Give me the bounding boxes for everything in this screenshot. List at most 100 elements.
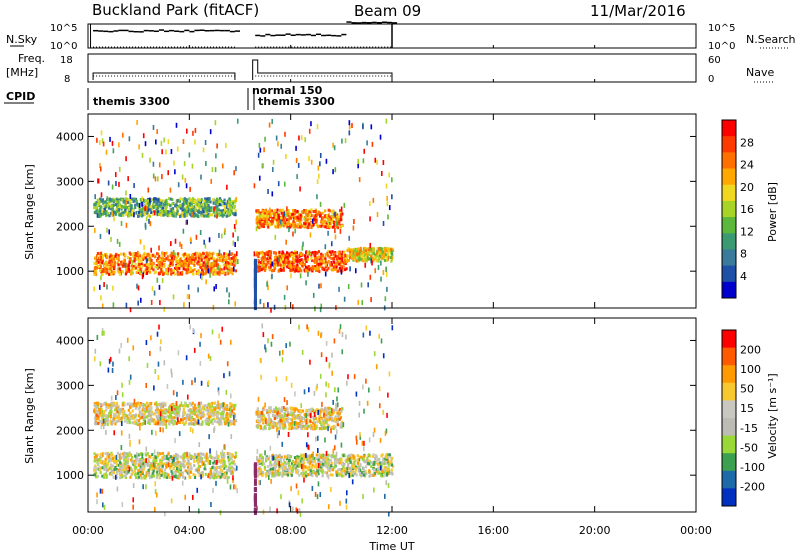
- data-cell: [151, 453, 154, 457]
- data-cell: [278, 414, 281, 418]
- data-cell: [300, 263, 304, 267]
- data-cell: [115, 200, 118, 204]
- data-cell: [295, 407, 298, 411]
- data-cell: [357, 299, 360, 305]
- data-cell: [336, 213, 339, 217]
- data-cell: [188, 255, 192, 259]
- data-cell: [318, 224, 321, 228]
- data-cell: [173, 419, 176, 423]
- data-cell: [185, 265, 188, 269]
- data-cell: [375, 252, 378, 256]
- data-cell: [110, 272, 113, 276]
- data-cell: [147, 471, 151, 475]
- data-cell: [209, 270, 212, 274]
- data-cell: [347, 284, 350, 290]
- data-cell: [319, 421, 322, 425]
- data-cell: [191, 269, 195, 273]
- data-cell: [298, 424, 301, 428]
- data-cell: [200, 256, 203, 260]
- data-cell: [141, 465, 144, 469]
- data-cell: [342, 264, 345, 270]
- data-cell: [209, 272, 211, 278]
- data-cell: [213, 286, 216, 292]
- data-cell: [188, 258, 191, 262]
- data-cell: [256, 412, 259, 416]
- data-cell: [186, 465, 190, 469]
- data-cell: [143, 251, 146, 255]
- data-cell: [175, 469, 178, 473]
- data-cell: [169, 204, 172, 208]
- data-cell: [225, 408, 229, 412]
- data-cell: [341, 212, 344, 216]
- data-cell: [106, 284, 108, 290]
- data-cell: [298, 222, 302, 226]
- data-cell: [334, 415, 337, 419]
- data-cell: [316, 261, 319, 265]
- data-cell: [193, 408, 196, 412]
- data-cell: [272, 210, 276, 214]
- data-cell: [276, 411, 279, 415]
- data-cell: [137, 475, 141, 479]
- data-cell: [209, 415, 212, 419]
- data-cell: [370, 297, 372, 303]
- data-cell: [341, 138, 343, 144]
- data-cell: [145, 216, 148, 222]
- data-cell: [93, 410, 96, 414]
- data-cell: [116, 451, 119, 455]
- data-cell: [300, 210, 304, 214]
- data-cell: [183, 411, 187, 415]
- data-cell: [174, 452, 178, 456]
- data-cell: [284, 221, 287, 225]
- data-cell: [129, 207, 133, 211]
- data-cell: [342, 252, 345, 258]
- nave-label: Nave: [746, 66, 774, 79]
- data-cell: [334, 267, 338, 271]
- data-cell: [171, 202, 174, 206]
- data-cell: [305, 213, 308, 217]
- data-cell: [165, 198, 168, 202]
- data-cell: [127, 176, 129, 182]
- data-cell: [157, 176, 159, 182]
- data-cell: [173, 470, 176, 474]
- data-cell: [179, 241, 181, 247]
- data-cell: [346, 260, 349, 264]
- data-cell: [203, 263, 206, 267]
- data-cell: [348, 252, 352, 256]
- data-cell: [162, 199, 165, 203]
- data-cell: [380, 276, 382, 282]
- data-cell: [327, 217, 330, 221]
- data-cell: [93, 456, 96, 460]
- data-cell: [97, 416, 100, 420]
- data-cell: [360, 251, 363, 255]
- data-cell: [340, 420, 344, 424]
- data-cell: [126, 420, 129, 424]
- data-cell: [320, 407, 323, 411]
- data-cell: [332, 169, 334, 175]
- data-cell: [302, 424, 306, 428]
- data-cell: [178, 198, 181, 202]
- data-cell: [169, 407, 172, 411]
- data-cell: [131, 209, 134, 213]
- data-cell: [259, 217, 262, 221]
- data-cell: [325, 417, 328, 421]
- data-cell: [171, 207, 175, 211]
- data-cell: [96, 251, 100, 255]
- data-cell: [176, 268, 179, 272]
- data-cell: [102, 202, 105, 206]
- data-cell: [118, 461, 122, 465]
- data-cell: [120, 204, 124, 208]
- data-cell: [139, 412, 143, 416]
- data-cell: [129, 197, 132, 201]
- data-cell: [181, 457, 185, 461]
- data-cell: [100, 255, 102, 261]
- data-cell: [318, 418, 321, 422]
- data-cell: [267, 415, 271, 419]
- data-cell: [123, 210, 127, 214]
- data-cell: [158, 264, 161, 268]
- data-cell: [278, 209, 282, 213]
- data-cell: [194, 209, 197, 213]
- data-cell: [253, 294, 257, 299]
- data-cell: [95, 416, 98, 420]
- data-cell: [142, 462, 145, 466]
- data-cell: [230, 259, 234, 263]
